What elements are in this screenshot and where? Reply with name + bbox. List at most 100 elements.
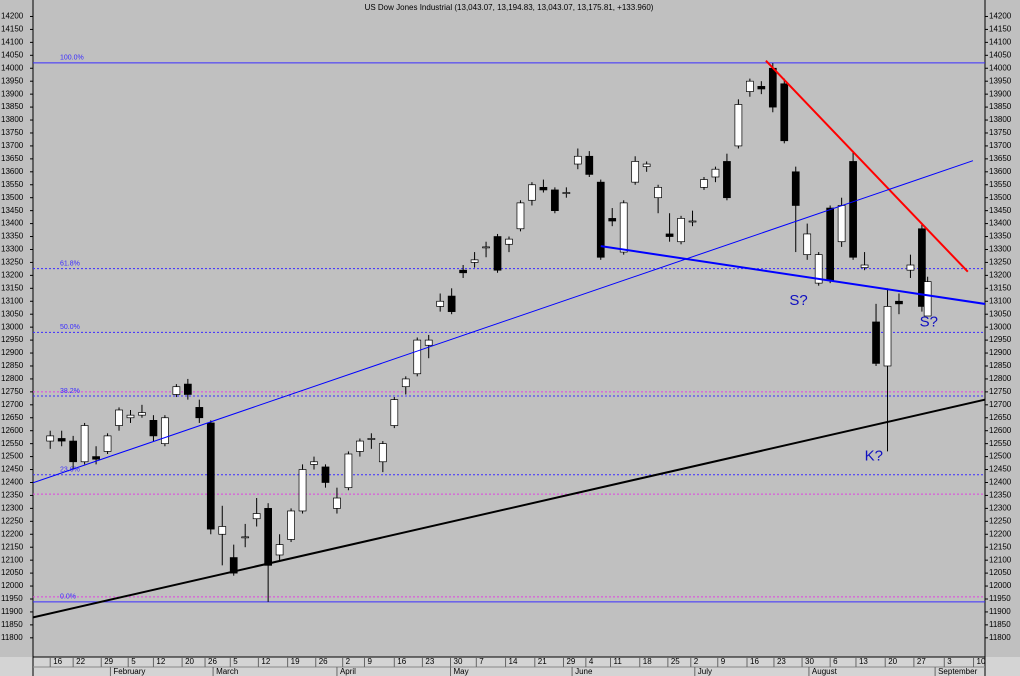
y-tick-label-right: 12450 xyxy=(989,465,1012,474)
candle-body xyxy=(539,186,548,191)
y-tick-label-right: 12650 xyxy=(989,413,1012,422)
x-tick-label: 27 xyxy=(917,657,926,666)
candle-body xyxy=(619,202,628,253)
candle-body xyxy=(172,386,181,395)
month-label: March xyxy=(216,667,238,676)
y-tick-label-right: 12250 xyxy=(989,516,1012,525)
y-tick-label-right: 13850 xyxy=(989,102,1012,111)
candle-body xyxy=(918,228,926,307)
x-tick-label: 6 xyxy=(833,657,838,666)
x-tick-label: 2 xyxy=(694,657,699,666)
y-tick-label-right: 12050 xyxy=(989,568,1012,577)
x-tick-label: 11 xyxy=(614,657,623,666)
y-tick-label: 13050 xyxy=(1,309,24,318)
y-tick-label-right: 13100 xyxy=(989,296,1012,305)
y-tick-label-right: 12350 xyxy=(989,491,1012,500)
candle-body xyxy=(80,425,89,463)
y-tick-label-right: 13800 xyxy=(989,115,1012,124)
x-tick-label: 12 xyxy=(156,657,165,666)
y-tick-label-right: 12400 xyxy=(989,478,1012,487)
y-tick-label: 12800 xyxy=(1,374,24,383)
x-tick-label: 30 xyxy=(805,657,814,666)
y-tick-label-right: 11850 xyxy=(989,620,1011,629)
candle-body xyxy=(69,440,77,463)
y-tick-label-right: 11800 xyxy=(989,633,1011,642)
y-tick-label-right: 12200 xyxy=(989,529,1012,538)
y-tick-label-right: 12700 xyxy=(989,400,1012,409)
y-tick-label: 13250 xyxy=(1,258,24,267)
trendline xyxy=(600,245,985,305)
trendline xyxy=(33,160,974,484)
annotation: S? xyxy=(789,292,807,309)
y-tick-label: 12750 xyxy=(1,387,24,396)
x-tick-label: 25 xyxy=(671,657,680,666)
x-tick-label: 22 xyxy=(76,657,85,666)
y-tick-label: 13550 xyxy=(1,180,24,189)
y-tick-label: 12350 xyxy=(1,491,24,500)
month-label: June xyxy=(575,667,593,676)
candle-body xyxy=(183,383,192,395)
candle-body xyxy=(711,168,720,178)
candle-body xyxy=(298,469,307,512)
candle-body xyxy=(906,264,915,271)
x-tick-label: 13 xyxy=(859,657,868,666)
y-tick-label-right: 13900 xyxy=(989,89,1012,98)
x-tick-label: 20 xyxy=(888,657,897,666)
x-tick-label: 16 xyxy=(750,657,759,666)
y-tick-label-right: 12500 xyxy=(989,452,1012,461)
x-tick-label: 5 xyxy=(233,657,238,666)
candle-body xyxy=(436,300,445,307)
y-tick-label-right: 14000 xyxy=(989,63,1012,72)
y-tick-label: 12550 xyxy=(1,439,24,448)
x-tick-label: 9 xyxy=(721,657,726,666)
x-tick-label: 7 xyxy=(479,657,484,666)
y-tick-label-right: 13050 xyxy=(989,309,1012,318)
x-tick-label: 18 xyxy=(643,657,652,666)
y-tick-label: 13900 xyxy=(1,89,24,98)
y-tick-label: 13100 xyxy=(1,296,24,305)
y-tick-label: 12050 xyxy=(1,568,24,577)
y-tick-label-right: 12750 xyxy=(989,387,1012,396)
y-tick-label: 13450 xyxy=(1,206,24,215)
y-tick-label-right: 12800 xyxy=(989,374,1012,383)
candle-body xyxy=(378,443,387,463)
y-tick-label-right: 14050 xyxy=(989,50,1012,59)
month-label: August xyxy=(812,667,838,676)
candle-body xyxy=(642,163,651,167)
y-tick-label: 11800 xyxy=(1,633,23,642)
candle-body xyxy=(195,407,204,419)
candle-body xyxy=(367,438,376,440)
y-tick-label-right: 12850 xyxy=(989,361,1012,370)
x-tick-label: 5 xyxy=(131,657,136,666)
candle-body xyxy=(768,67,777,108)
candle-body xyxy=(57,438,66,442)
y-tick-label: 13400 xyxy=(1,219,24,228)
x-tick-label: 16 xyxy=(397,657,406,666)
y-tick-label-right: 13650 xyxy=(989,154,1012,163)
y-tick-label-right: 13400 xyxy=(989,219,1012,228)
y-tick-label: 13850 xyxy=(1,102,24,111)
annotation: K? xyxy=(865,447,883,464)
candle-body xyxy=(149,419,158,437)
candle-body xyxy=(505,238,513,245)
y-tick-label: 13150 xyxy=(1,283,24,292)
candle-body xyxy=(138,412,146,416)
candle-body xyxy=(677,218,685,243)
candle-body xyxy=(872,321,880,364)
candle-body xyxy=(723,161,731,199)
y-tick-label-right: 12100 xyxy=(989,555,1012,564)
x-tick-label: 26 xyxy=(208,657,217,666)
y-tick-label-right: 13950 xyxy=(989,76,1012,85)
x-tick-label: 2 xyxy=(346,657,351,666)
candle-body xyxy=(734,104,743,147)
x-tick-label: 4 xyxy=(589,657,594,666)
candle-body xyxy=(654,186,662,199)
x-tick-label: 14 xyxy=(509,657,518,666)
month-label: May xyxy=(454,667,469,676)
candle-body xyxy=(608,218,617,222)
y-tick-label: 12950 xyxy=(1,335,24,344)
y-tick-label: 14200 xyxy=(1,12,24,21)
y-tick-label: 14100 xyxy=(1,37,24,46)
y-tick-label: 13000 xyxy=(1,322,24,331)
